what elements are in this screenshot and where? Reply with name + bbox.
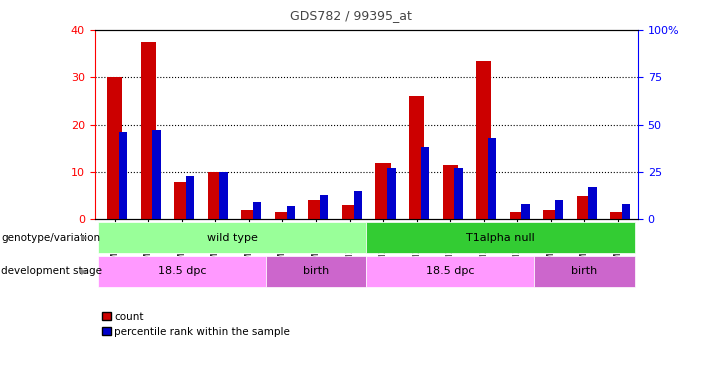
Text: wild type: wild type [207, 233, 257, 243]
Text: ▶: ▶ [81, 267, 88, 276]
Bar [287, 206, 295, 219]
Bar [175, 182, 189, 219]
Bar [219, 172, 228, 219]
Text: count: count [114, 312, 144, 322]
Bar [454, 168, 463, 219]
Bar [253, 202, 261, 219]
Bar [186, 176, 194, 219]
Bar [207, 172, 223, 219]
Text: 18.5 dpc: 18.5 dpc [158, 267, 206, 276]
Bar [241, 210, 257, 219]
Bar [442, 165, 458, 219]
Text: T1alpha null: T1alpha null [466, 233, 535, 243]
Bar [522, 204, 530, 219]
Bar [275, 212, 290, 219]
Bar [421, 147, 429, 219]
Bar [119, 132, 128, 219]
Bar [320, 195, 329, 219]
Bar [141, 42, 156, 219]
Bar [543, 210, 558, 219]
Bar [611, 212, 625, 219]
Text: development stage: development stage [1, 267, 102, 276]
Text: birth: birth [571, 267, 597, 276]
Text: 18.5 dpc: 18.5 dpc [426, 267, 475, 276]
Bar [554, 200, 563, 219]
Text: percentile rank within the sample: percentile rank within the sample [114, 327, 290, 337]
Bar [387, 168, 395, 219]
Bar [308, 200, 324, 219]
Bar [476, 61, 491, 219]
Bar [510, 212, 525, 219]
Text: birth: birth [303, 267, 329, 276]
Bar [577, 196, 592, 219]
Bar [588, 187, 597, 219]
Bar [342, 205, 357, 219]
Text: ▶: ▶ [81, 233, 88, 242]
Text: genotype/variation: genotype/variation [1, 233, 100, 243]
Bar [488, 138, 496, 219]
Bar [622, 204, 630, 219]
Bar [107, 77, 122, 219]
Bar [409, 96, 424, 219]
Text: GDS782 / 99395_at: GDS782 / 99395_at [290, 9, 411, 22]
Bar [376, 163, 390, 219]
Bar [152, 130, 161, 219]
Bar [353, 191, 362, 219]
